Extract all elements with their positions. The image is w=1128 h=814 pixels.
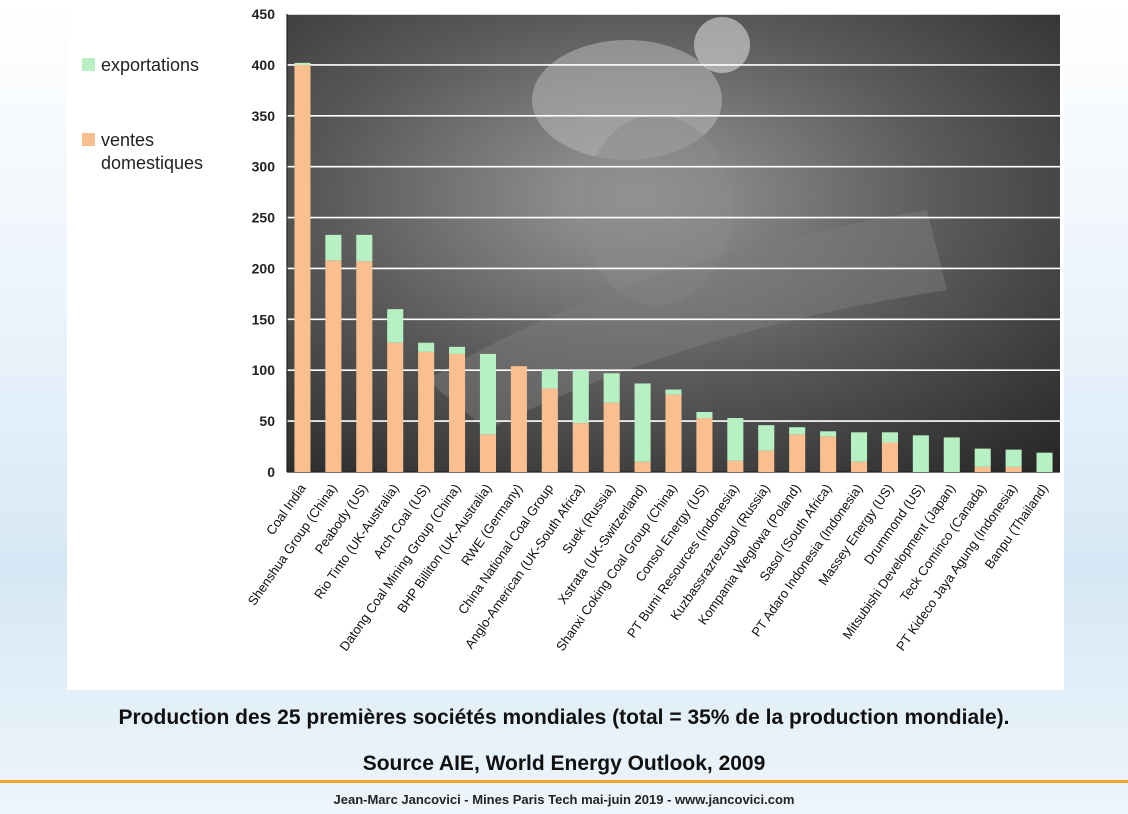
bar-domestic-16 — [789, 434, 806, 472]
bar-domestic-8 — [541, 388, 558, 472]
bar-domestic-14 — [727, 460, 744, 472]
y-tick-label: 150 — [252, 311, 276, 327]
bar-exports-22 — [974, 448, 991, 467]
miner-face-shape — [582, 115, 732, 305]
y-tick-label: 50 — [259, 413, 275, 429]
bar-domestic-5 — [449, 353, 466, 472]
bar-exports-14 — [727, 418, 744, 461]
bar-domestic-1 — [325, 260, 342, 472]
bar-exports-9 — [572, 370, 589, 424]
bar-domestic-11 — [634, 461, 651, 472]
chart-caption: Production des 25 premières sociétés mon… — [118, 706, 1010, 729]
y-tick-label: 300 — [252, 159, 276, 175]
bar-domestic-0 — [294, 64, 311, 472]
bar-exports-21 — [943, 437, 960, 472]
legend-swatch-domestic — [82, 133, 95, 146]
bars — [294, 62, 1053, 472]
page-footer: Jean-Marc Jancovici - Mines Paris Tech m… — [333, 792, 795, 807]
bar-exports-16 — [789, 427, 806, 435]
y-tick-label: 350 — [252, 108, 276, 124]
bar-exports-10 — [603, 373, 620, 403]
bar-exports-11 — [634, 383, 651, 462]
bar-exports-5 — [449, 346, 466, 354]
bar-domestic-15 — [758, 450, 775, 472]
bar-exports-12 — [665, 389, 682, 395]
chart-source: Source AIE, World Energy Outlook, 2009 — [362, 752, 766, 775]
bar-exports-3 — [387, 309, 404, 343]
bar-exports-6 — [479, 353, 497, 435]
y-tick-label: 200 — [252, 260, 276, 276]
footer-divider — [0, 780, 1128, 783]
legend-label-domestic-line2: domestiques — [101, 153, 204, 173]
bar-exports-2 — [356, 234, 373, 262]
bar-exports-0 — [294, 62, 311, 65]
bar-domestic-7 — [510, 366, 527, 472]
bar-domestic-23 — [1005, 466, 1022, 472]
bar-domestic-22 — [974, 466, 991, 472]
bar-exports-19 — [881, 432, 898, 443]
bar-domestic-6 — [479, 434, 497, 472]
bar-exports-15 — [758, 425, 775, 451]
bar-domestic-2 — [356, 261, 373, 472]
bar-domestic-17 — [820, 436, 837, 472]
legend-swatch-exports — [82, 58, 95, 71]
bar-exports-4 — [418, 342, 435, 352]
bar-domestic-9 — [572, 423, 589, 472]
bar-chart: 0 50 100 150 200 250 300 350 400 450 Coal IndiaSh… — [245, 6, 1060, 654]
bar-domestic-4 — [418, 351, 435, 472]
bar-exports-20 — [912, 435, 929, 472]
bar-exports-8 — [541, 369, 558, 389]
bar-exports-24 — [1036, 452, 1053, 472]
bar-domestic-3 — [387, 342, 404, 472]
bar-exports-18 — [850, 432, 868, 462]
bar-exports-1 — [325, 234, 342, 261]
y-tick-label: 400 — [252, 57, 276, 73]
bar-exports-23 — [1005, 449, 1022, 467]
y-tick-label: 250 — [252, 210, 276, 226]
legend-label-domestic-line1: ventes — [101, 130, 155, 150]
bar-domestic-19 — [881, 442, 898, 472]
bar-domestic-10 — [603, 402, 620, 472]
bar-exports-17 — [820, 431, 837, 437]
y-tick-label: 0 — [267, 464, 275, 480]
bar-domestic-18 — [850, 461, 868, 472]
bar-exports-13 — [696, 411, 713, 419]
bar-domestic-12 — [665, 394, 682, 472]
y-tick-label: 450 — [252, 6, 276, 22]
legend-label-exports: exportations — [101, 55, 200, 75]
helmet-lamp-shape — [694, 17, 750, 73]
bar-domestic-13 — [696, 418, 713, 472]
y-tick-label: 100 — [252, 362, 276, 378]
